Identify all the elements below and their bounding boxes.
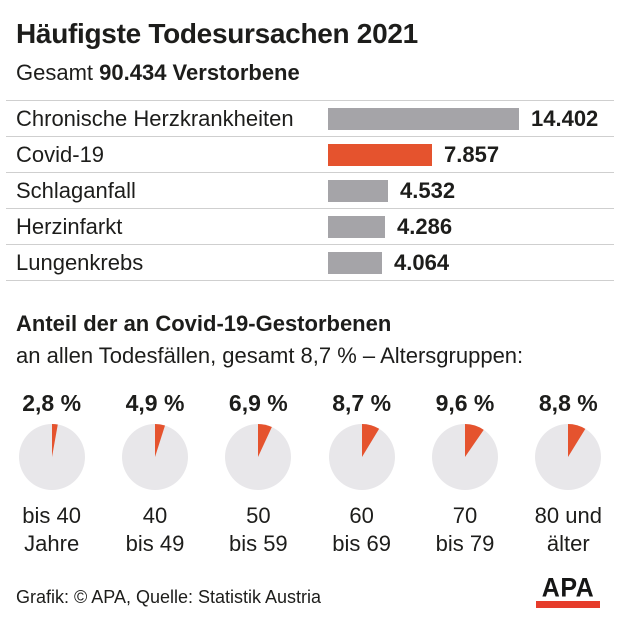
age-label-line: 60	[349, 503, 374, 529]
age-group-label: 70 bis 79	[413, 502, 516, 558]
age-group-label: 80 und älter	[517, 502, 620, 558]
age-label-line: 80 und	[534, 503, 602, 529]
bar	[328, 107, 519, 130]
pie-group: 6,9 % 50 bis 59	[207, 390, 310, 558]
bar-wrap: 4.286	[328, 214, 452, 240]
age-label-line: älter	[546, 531, 590, 557]
bar	[328, 251, 382, 274]
pie-group: 4,9 % 40 bis 49	[103, 390, 206, 558]
category-label: Herzinfarkt	[16, 213, 123, 239]
age-group-label: 40 bis 49	[103, 502, 206, 558]
bar-highlight	[328, 143, 432, 166]
value-label: 4.286	[397, 213, 453, 239]
pie-wedge	[154, 424, 165, 458]
pie-wedge	[464, 424, 484, 458]
pie-chart	[121, 424, 188, 491]
value-label: 4.064	[394, 249, 450, 275]
pie-chart	[328, 424, 395, 491]
pie-group: 8,7 % 60 bis 69	[310, 390, 413, 558]
category-label: Schlaganfall	[16, 177, 136, 203]
age-label-line: Jahre	[24, 531, 80, 557]
source-credit: Grafik: © APA, Quelle: Statistik Austria	[16, 587, 322, 607]
pie-charts: 2,8 % bis 40 Jahre 4,9 % 40 bis 49 6,9 % 50 bis …	[0, 390, 620, 558]
category-label: Chronische Herzkrankheiten	[16, 105, 294, 131]
pie-wedge	[51, 424, 58, 458]
age-group-label: 50 bis 59	[207, 502, 310, 558]
bar-wrap: 7.857	[328, 142, 499, 168]
pie-percent-label: 4,9 %	[125, 390, 185, 417]
subtitle-prefix: Gesamt	[16, 60, 94, 86]
pie-chart	[225, 424, 292, 491]
footer: Grafik: © APA, Quelle: Statistik Austria…	[16, 572, 600, 608]
pie-wedge	[258, 424, 273, 458]
pie-chart	[18, 424, 85, 491]
pie-percent-label: 2,8 %	[22, 390, 82, 417]
age-label-line: 70	[452, 503, 478, 529]
bar-wrap: 4.064	[328, 250, 449, 276]
table-row: Chronische Herzkrankheiten 14.402	[6, 100, 614, 136]
table-row: Lungenkrebs 4.064	[6, 244, 614, 280]
pie-percent-label: 8,7 %	[332, 390, 392, 417]
apa-logo-text: APA	[541, 572, 595, 604]
page-subtitle: Gesamt 90.434 Verstorbene	[16, 60, 604, 86]
pie-percent-label: 6,9 %	[228, 390, 288, 417]
subtitle-total: 90.434 Verstorbene	[99, 60, 300, 86]
apa-logo: APA	[536, 572, 600, 608]
age-group-label: 60 bis 69	[310, 502, 413, 558]
pie-chart	[431, 424, 498, 491]
bar-chart: Chronische Herzkrankheiten 14.402 Covid-19…	[6, 100, 614, 282]
bar-wrap: 4.532	[328, 178, 455, 204]
section-subtitle: an allen Todesfällen, gesamt 8,7 % – Alt…	[16, 343, 524, 369]
pie-group: 9,6 % 70 bis 79	[413, 390, 516, 558]
age-label-line: 50	[246, 503, 271, 529]
pie-group: 8,8 % 80 und älter	[517, 390, 620, 558]
value-label: 14.402	[531, 105, 599, 131]
header: Häufigste Todesursachen 2021 Gesamt 90.4…	[0, 0, 620, 86]
age-label-line: bis 79	[435, 531, 495, 557]
category-label: Lungenkrebs	[16, 249, 144, 275]
bar	[328, 179, 388, 202]
pie-percent-label: 8,8 %	[538, 390, 598, 417]
age-group-label: bis 40 Jahre	[0, 502, 103, 558]
age-label-line: bis 49	[125, 531, 185, 557]
value-label: 7.857	[444, 141, 500, 167]
page-title: Häufigste Todesursachen 2021	[16, 18, 418, 49]
section-title: Anteil der an Covid-19-Gestorbenen	[16, 311, 392, 337]
pie-wedge	[568, 424, 586, 458]
category-label: Covid-19	[16, 141, 105, 167]
value-label: 4.532	[400, 177, 456, 203]
age-label-line: bis 69	[332, 531, 391, 557]
age-label-line: 40	[142, 503, 168, 529]
bar-wrap: 14.402	[328, 106, 598, 132]
table-row: Covid-19 7.857	[6, 136, 614, 172]
pie-group: 2,8 % bis 40 Jahre	[0, 390, 103, 558]
pie-chart	[535, 424, 602, 491]
apa-logo-underline	[536, 601, 600, 608]
pie-percent-label: 9,6 %	[435, 390, 495, 417]
age-label-line: bis 40	[22, 503, 82, 529]
covid-share-section: Anteil der an Covid-19-Gestorbenen an al…	[16, 311, 604, 370]
age-label-line: bis 59	[228, 531, 288, 557]
bar	[328, 215, 385, 238]
table-row: Schlaganfall 4.532	[6, 172, 614, 208]
table-row: Herzinfarkt 4.286	[6, 208, 614, 244]
pie-wedge	[361, 424, 379, 458]
